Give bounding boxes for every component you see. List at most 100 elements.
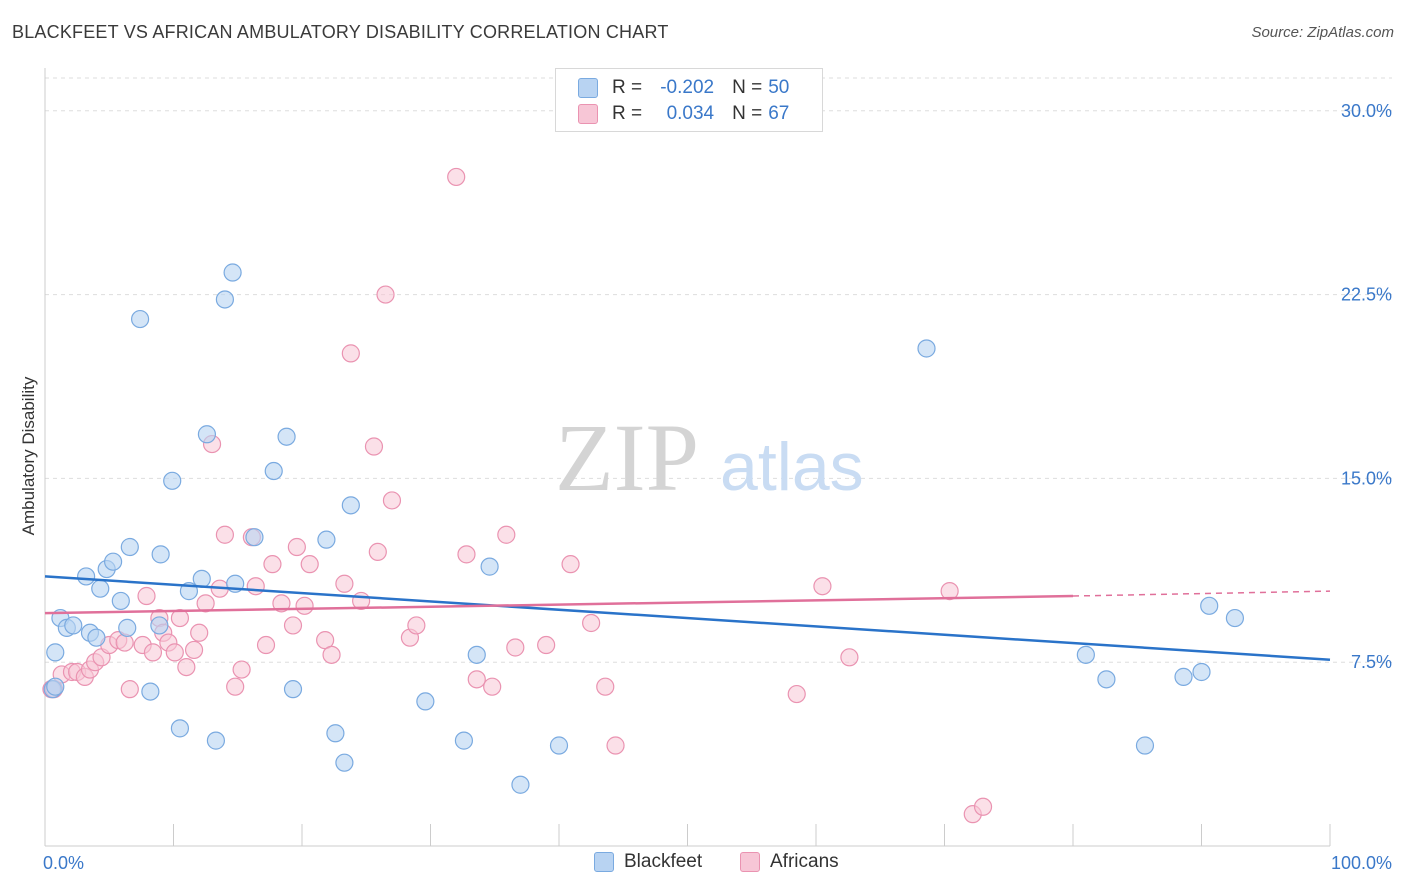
n-label: N = xyxy=(732,103,763,124)
africans-point xyxy=(940,582,959,601)
n-value: 50 xyxy=(768,77,790,98)
africans-point xyxy=(447,167,466,187)
africans-trend-line xyxy=(44,594,1074,615)
africans-trend-extension xyxy=(1072,590,1331,597)
africans-point xyxy=(457,545,476,564)
africans-point xyxy=(246,577,265,596)
blackfeet-point xyxy=(1174,667,1193,686)
blackfeet-point xyxy=(326,724,345,743)
africans-point xyxy=(283,616,303,635)
blackfeet-point xyxy=(223,263,242,282)
legend-label-blackfeet: Blackfeet xyxy=(624,851,703,872)
blackfeet-point xyxy=(416,692,435,711)
africans-swatch xyxy=(740,852,760,872)
blackfeet-point xyxy=(467,645,486,664)
blackfeet-point xyxy=(104,552,123,571)
africans-point xyxy=(368,542,387,562)
x-tick-label: 0.0% xyxy=(43,853,84,873)
blackfeet-point xyxy=(197,425,217,444)
blackfeet-point xyxy=(317,530,336,549)
blackfeet-point xyxy=(549,736,569,755)
africans-point xyxy=(561,555,580,574)
watermark-atlas: atlas xyxy=(720,429,864,505)
africans-point xyxy=(537,635,556,655)
africans-point xyxy=(300,555,319,574)
blackfeet-point xyxy=(1097,670,1116,689)
r-value: -0.202 xyxy=(660,77,715,98)
blackfeet-point xyxy=(480,557,499,576)
blackfeet-point xyxy=(1192,662,1211,682)
x-tick-label: 100.0% xyxy=(1331,853,1392,873)
legend-item-africans[interactable]: Africans xyxy=(740,851,839,873)
y-tick-label: 22.5% xyxy=(1341,285,1392,305)
blackfeet-point xyxy=(206,731,226,750)
blackfeet-point xyxy=(170,719,190,738)
africans-point xyxy=(606,736,625,755)
blackfeet-point xyxy=(454,731,474,750)
n-value: 67 xyxy=(768,103,790,124)
blackfeet-point xyxy=(192,569,211,588)
blackfeet-swatch xyxy=(594,852,614,872)
africans-point xyxy=(973,797,993,816)
africans-point xyxy=(226,677,245,696)
africans-point xyxy=(596,677,615,696)
blackfeet-point xyxy=(163,471,182,490)
legend-row-blackfeet: R = -0.202 N = 50 xyxy=(578,77,789,99)
africans-point xyxy=(382,491,402,510)
trend-lines xyxy=(44,575,1331,661)
blackfeet-point xyxy=(511,775,530,794)
y-tick-labels: 7.5% 15.0% 22.5% 30.0% xyxy=(1341,101,1392,672)
y-tick-label: 7.5% xyxy=(1351,652,1392,672)
africans-point xyxy=(483,677,502,696)
blackfeet-point xyxy=(111,591,130,611)
y-axis-label: Ambulatory Disability xyxy=(19,376,38,535)
blackfeet-point xyxy=(264,461,283,481)
africans-point xyxy=(165,643,184,662)
africans-point xyxy=(497,525,516,544)
blackfeet-point xyxy=(1200,596,1219,615)
blackfeet-point xyxy=(1225,608,1245,628)
africans-point xyxy=(376,285,395,304)
blackfeet-point xyxy=(91,579,110,598)
blackfeet-swatch xyxy=(578,78,598,98)
blackfeet-point xyxy=(341,496,360,515)
blackfeet-point xyxy=(1076,645,1095,664)
africans-point xyxy=(272,594,291,613)
blackfeet-point xyxy=(150,616,169,635)
africans-point xyxy=(263,555,282,574)
africans-point xyxy=(232,660,251,679)
blackfeet-point xyxy=(120,537,139,557)
y-tick-label: 30.0% xyxy=(1341,101,1392,121)
blackfeet-trend-line xyxy=(44,575,1331,661)
blackfeet-point xyxy=(118,618,137,637)
blackfeet-point xyxy=(245,528,264,547)
legend-row-africans: R = 0.034 N = 67 xyxy=(578,103,789,125)
grid-lines xyxy=(45,77,1392,663)
blackfeet-point xyxy=(87,628,106,647)
blackfeet-point xyxy=(335,753,354,772)
blackfeet-point xyxy=(151,545,170,564)
watermark-zip: ZIP xyxy=(555,404,699,511)
africans-point xyxy=(287,537,306,557)
africans-point xyxy=(787,684,806,704)
legend-item-blackfeet[interactable]: Blackfeet xyxy=(594,851,702,873)
africans-point xyxy=(190,623,209,642)
n-label: N = xyxy=(732,77,763,98)
r-label: R = xyxy=(612,103,643,124)
africans-point xyxy=(407,616,426,635)
africans-swatch xyxy=(578,104,598,124)
blackfeet-point xyxy=(141,682,160,701)
correlation-legend: R = -0.202 N = 50 R = 0.034 N = 67 xyxy=(555,68,823,132)
africans-point xyxy=(295,596,314,615)
africans-point xyxy=(184,640,204,660)
legend-label-africans: Africans xyxy=(770,851,839,872)
africans-point xyxy=(335,574,354,593)
blackfeet-point xyxy=(1135,736,1155,755)
africans-point xyxy=(177,657,196,677)
chart-title: BLACKFEET VS AFRICAN AMBULATORY DISABILI… xyxy=(12,22,669,42)
blackfeet-point xyxy=(46,677,65,696)
africans-point xyxy=(506,638,525,657)
africans-point xyxy=(364,437,384,456)
africans-point xyxy=(341,344,360,363)
blackfeet-point xyxy=(917,339,936,358)
